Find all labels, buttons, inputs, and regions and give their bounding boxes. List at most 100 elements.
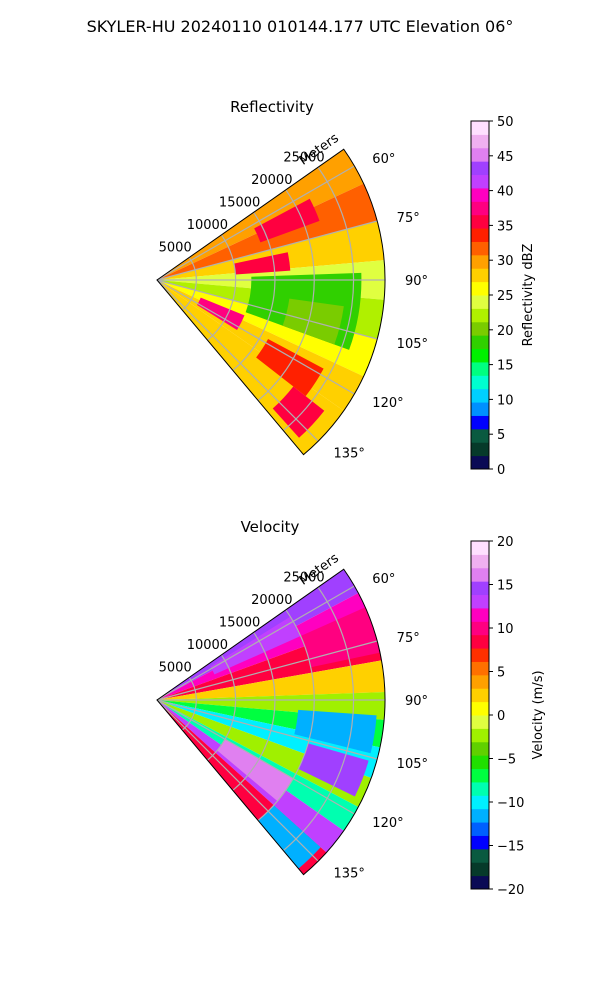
colorbar-tick-label: −10 (497, 796, 524, 811)
data-cell (298, 743, 369, 797)
data-cell (217, 739, 294, 802)
range-tick-label: 10000 (187, 218, 228, 233)
range-tick-label: 10000 (187, 638, 228, 653)
colorbar-swatch (471, 375, 489, 390)
range-tick-label: 5000 (159, 240, 192, 255)
colorbar-swatch (471, 281, 489, 296)
colorbar-swatch (471, 442, 489, 457)
data-field (157, 569, 385, 875)
colorbar-swatch (471, 741, 489, 756)
colorbar-swatch (471, 728, 489, 743)
range-ring (282, 586, 355, 852)
colorbar-swatch (471, 174, 489, 189)
data-cell (256, 339, 324, 397)
colorbar-tick-label: 5 (497, 666, 505, 681)
colorbar-swatch (471, 388, 489, 403)
range-ring (181, 677, 197, 731)
range-tick-label: 15000 (219, 195, 260, 210)
range-tick-label: 20000 (251, 593, 292, 608)
colorbar-tick-label: 25 (497, 289, 514, 304)
colorbar-swatch (471, 661, 489, 676)
colorbar-swatch (471, 161, 489, 176)
colorbar-tick-label: −15 (497, 840, 524, 855)
colorbar-swatch (471, 295, 489, 309)
colorbar-swatch (471, 648, 489, 662)
colorbar-swatch (471, 634, 489, 649)
colorbar-swatch (471, 415, 489, 430)
colorbar-swatch (471, 214, 489, 229)
azimuth-gridline (156, 699, 319, 862)
colorbar-tick-label: 45 (497, 150, 514, 165)
colorbar-swatch (471, 541, 489, 555)
data-cell (157, 660, 385, 700)
colorbar-swatch (471, 348, 489, 363)
range-ring (232, 212, 276, 371)
colorbar-tick-label: 30 (497, 254, 514, 269)
colorbar-tick-label: 5 (497, 428, 505, 443)
azimuth-tick-label: 105° (397, 757, 428, 772)
colorbar-swatch (471, 241, 489, 256)
colorbar-swatch (471, 428, 489, 443)
data-cell (258, 805, 321, 869)
azimuth-gridline (156, 279, 319, 442)
azimuth-tick-label: 135° (334, 867, 365, 882)
colorbar-swatch (471, 321, 489, 336)
colorbar-swatch (471, 781, 489, 796)
colorbar-swatch (471, 455, 489, 470)
colorbar-tick-label: 0 (497, 709, 505, 724)
colorbar-swatch (471, 268, 489, 283)
azimuth-gridline (156, 279, 355, 395)
reflectivity-colorbar-label: Reflectivity dBZ (521, 244, 536, 347)
colorbar-swatch (471, 715, 489, 729)
colorbar-swatch (471, 808, 489, 823)
colorbar-swatch (471, 567, 489, 582)
colorbar-swatch (471, 201, 489, 216)
azimuth-gridline (156, 220, 378, 281)
range-ring (282, 166, 355, 432)
data-cell (254, 198, 320, 243)
azimuth-tick-label: 60° (372, 572, 395, 587)
plot-frame (156, 148, 386, 456)
data-cell (157, 149, 364, 280)
colorbar-swatch (471, 835, 489, 850)
azimuth-gridline (156, 165, 355, 281)
colorbar-tick-label: 0 (497, 463, 505, 478)
azimuth-tick-label: 90° (405, 274, 428, 289)
data-cell (197, 297, 245, 330)
colorbar-swatch (471, 674, 489, 689)
azimuth-tick-label: 135° (334, 447, 365, 462)
reflectivity-colorbar: 0 5 10 15 20 25 30 35 40 45 50 (470, 115, 514, 478)
azimuth-gridline (156, 699, 378, 760)
range-ring (207, 654, 237, 761)
colorbar-swatch (471, 335, 489, 350)
colorbar-swatch (471, 862, 489, 877)
azimuth-gridline (156, 279, 378, 340)
azimuth-tick-label: 60° (372, 152, 395, 167)
velocity-colorbar-label: Velocity (m/s) (531, 670, 546, 759)
reflectivity-panel: Reflectivity 500010000150002000025000Met… (156, 98, 536, 478)
colorbar-swatch (471, 254, 489, 269)
colorbar-swatch (471, 688, 489, 703)
colorbar-swatch (471, 308, 489, 323)
colorbar-swatch (471, 581, 489, 596)
range-tick-label: 20000 (251, 173, 292, 188)
data-cell (300, 607, 381, 668)
colorbar-tick-label: −20 (497, 883, 524, 898)
data-cell (157, 700, 372, 808)
colorbar-tick-label: 40 (497, 185, 514, 200)
azimuth-gridline (156, 699, 355, 815)
range-ring (257, 189, 315, 401)
colorbar-swatch (471, 795, 489, 810)
azimuth-gridline (156, 585, 355, 701)
azimuth-gridline (156, 640, 378, 701)
colorbar-swatch (471, 187, 489, 202)
colorbar-swatch (471, 554, 489, 569)
range-ring (181, 257, 197, 311)
colorbar-swatch (471, 822, 489, 836)
colorbar-swatch (471, 121, 489, 135)
